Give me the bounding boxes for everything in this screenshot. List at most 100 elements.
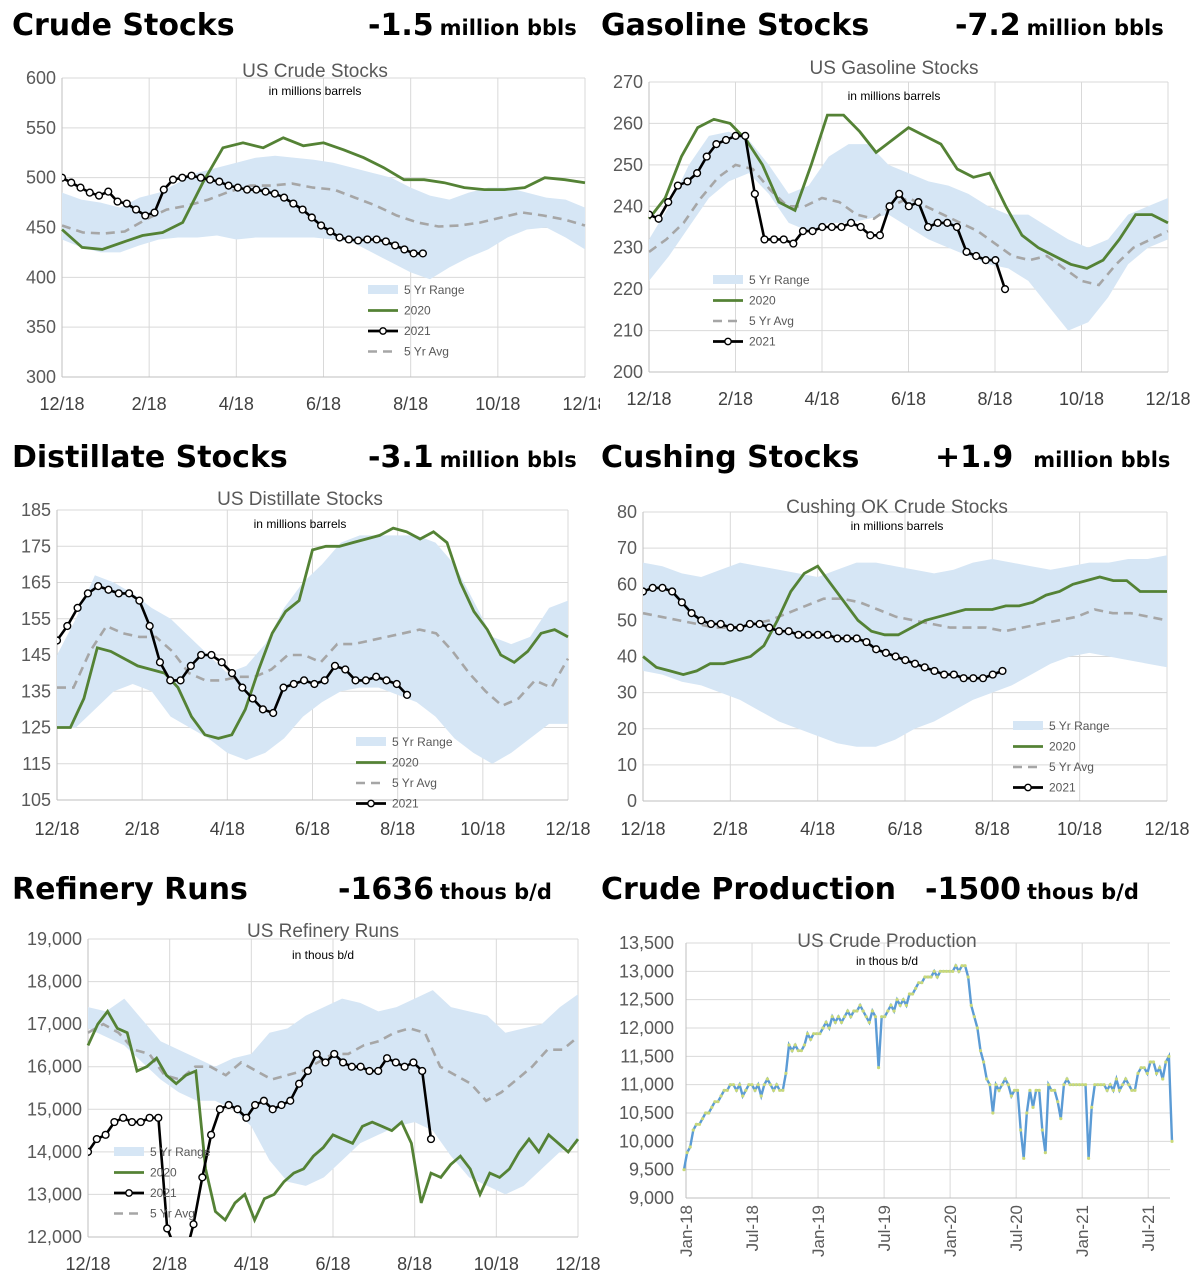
data-point-2021 — [391, 241, 400, 250]
legend-label: 5 Yr Avg — [749, 314, 794, 328]
x-tick-label: 10/18 — [474, 1254, 519, 1274]
y-tick-label: 125 — [21, 718, 51, 738]
data-point — [1015, 1088, 1020, 1092]
data-point — [1148, 1060, 1152, 1064]
x-tick-label: 10/18 — [460, 819, 505, 839]
data-point — [809, 1037, 813, 1041]
data-point — [917, 981, 921, 985]
data-point — [994, 1083, 998, 1087]
legend-item-range: 5 Yr Range — [368, 283, 465, 297]
data-point-2021 — [658, 583, 667, 592]
data-point — [1117, 1088, 1122, 1092]
legend-label: 5 Yr Avg — [392, 776, 437, 790]
data-point-2021 — [310, 679, 319, 689]
data-point-2021 — [808, 227, 817, 236]
panel-title: Refinery Runs — [12, 872, 248, 907]
x-tick-label: 2/18 — [125, 819, 160, 839]
data-point-2021 — [67, 178, 76, 187]
x-tick-label: Jan-20 — [941, 1205, 960, 1257]
data-point-2021 — [363, 235, 372, 244]
data-point-2021 — [392, 679, 401, 689]
data-point — [1108, 1083, 1112, 1087]
data-point — [824, 1020, 828, 1024]
legend-item-range: 5 Yr Range — [1013, 719, 1110, 733]
data-point-2021 — [258, 705, 268, 714]
data-point-2021 — [338, 1058, 348, 1067]
series-line-2020 — [642, 564, 1167, 677]
x-tick-label: 4/18 — [234, 1254, 269, 1274]
weekly-change: -1636 thous b/d — [338, 872, 552, 907]
data-point — [707, 1111, 711, 1115]
data-point-2021 — [326, 227, 335, 236]
data-point-2021 — [159, 185, 168, 194]
data-point-2021 — [242, 1113, 251, 1122]
data-point — [960, 964, 964, 968]
data-point — [907, 992, 912, 996]
data-point-2021 — [261, 187, 270, 196]
y-tick-label: 70 — [617, 538, 637, 558]
x-tick-label: Jan-21 — [1073, 1205, 1092, 1257]
data-point-2021 — [648, 583, 657, 592]
data-point-2021 — [154, 1113, 163, 1122]
y-tick-label: 12,000 — [27, 1227, 82, 1247]
data-point — [725, 1088, 729, 1092]
data-point — [954, 964, 958, 968]
data-point-2021 — [299, 676, 309, 685]
data-point-2021 — [779, 235, 788, 244]
data-point — [1093, 1083, 1097, 1087]
data-point-2021 — [76, 183, 85, 192]
data-point — [892, 1009, 896, 1013]
data-point — [756, 1083, 760, 1087]
x-tick-label: 8/18 — [380, 819, 415, 839]
y-tick-label: 260 — [613, 113, 643, 133]
range-band — [57, 535, 568, 764]
change-value: -7.2 — [955, 8, 1021, 43]
data-point-2021 — [846, 218, 856, 227]
data-point-2021 — [875, 231, 885, 240]
data-point-2021 — [372, 235, 381, 244]
data-point — [775, 1083, 779, 1087]
data-point-2021 — [104, 187, 113, 196]
series-2021 — [88, 1049, 436, 1237]
data-point — [685, 1151, 689, 1155]
chart-title: US Crude Production — [797, 931, 977, 952]
data-point-2021 — [110, 1117, 119, 1127]
data-point-2021 — [277, 1100, 286, 1110]
data-point — [951, 969, 955, 973]
data-point-2021 — [673, 181, 682, 190]
chart-title: Cushing OK Crude Stocks — [786, 497, 1008, 518]
data-point-2021 — [224, 1100, 233, 1110]
y-tick-label: 200 — [613, 362, 643, 382]
data-point-2021 — [113, 197, 122, 206]
y-tick-label: 155 — [21, 609, 51, 629]
data-point-2021 — [286, 1096, 295, 1105]
legend-swatch — [713, 275, 743, 284]
panel-title: Cushing Stocks — [601, 440, 860, 475]
series-line-5yr-avg — [57, 624, 570, 708]
legend-item-y2020: 2020 — [368, 304, 431, 318]
data-point-2021 — [881, 648, 890, 657]
data-point-2021 — [145, 621, 154, 631]
data-point-2021 — [402, 690, 412, 699]
y-tick-label: 9,500 — [629, 1160, 674, 1180]
data-point-2021 — [361, 676, 370, 685]
data-point — [880, 1015, 884, 1019]
data-point-2021 — [196, 173, 205, 182]
data-point — [981, 1060, 986, 1064]
data-point — [935, 975, 939, 979]
data-point — [1068, 1083, 1072, 1087]
data-point — [1049, 1088, 1054, 1092]
legend-swatch — [368, 285, 398, 294]
data-point — [802, 1043, 807, 1047]
x-tick-label: 2/18 — [152, 1254, 187, 1274]
data-point-2021 — [94, 582, 103, 591]
data-point-2021 — [365, 1066, 374, 1076]
data-point — [972, 1015, 976, 1019]
range-band — [649, 131, 1168, 331]
chart-distillate-stocks: 105 115 125 135 145 155 165 175 185 12/18 2/18 4/18… — [21, 489, 591, 839]
data-point-2021 — [683, 177, 692, 186]
weekly-change: -7.2 million bbls — [955, 8, 1164, 43]
y-tick-label: 17,000 — [27, 1014, 82, 1034]
change-unit: million bbls — [1026, 16, 1164, 40]
panel-title: Distillate Stocks — [12, 440, 288, 475]
